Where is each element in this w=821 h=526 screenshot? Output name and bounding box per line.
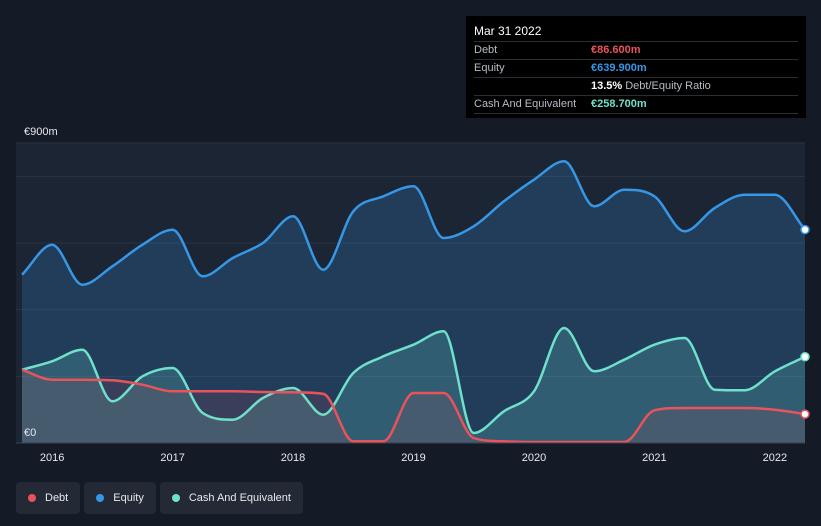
x-tick-label: 2022 <box>763 452 787 464</box>
y-axis-top-label: €900m <box>24 126 58 138</box>
equity-line <box>21 160 806 286</box>
x-tick-label: 2018 <box>281 452 305 464</box>
cash-legend-dot-icon <box>171 494 180 502</box>
equity-area <box>22 161 805 444</box>
series-areas <box>22 161 805 444</box>
tooltip-equity-value: €639.900m <box>591 62 647 74</box>
tooltip-date: Mar 31 2022 <box>474 24 542 38</box>
legend-item-cash[interactable]: Cash And Equivalent <box>159 482 303 514</box>
tooltip-row-equity: Equity €639.900m <box>474 59 798 77</box>
tooltip-debt-value: €86.600m <box>591 44 641 56</box>
tooltip-label <box>474 78 591 95</box>
legend-label: Debt <box>45 492 69 504</box>
tooltip-row-cash: Cash And Equivalent €258.700m <box>474 95 798 114</box>
equity-end-marker[interactable] <box>800 224 810 235</box>
legend-item-debt[interactable]: Debt <box>16 482 81 514</box>
debt-area <box>22 369 805 443</box>
legend-item-equity[interactable]: Equity <box>84 482 156 514</box>
tooltip-row-debt: Debt €86.600m <box>474 41 798 59</box>
debt-end-marker[interactable] <box>800 409 810 419</box>
tooltip-label: Debt <box>474 44 498 56</box>
y-axis-bottom-label: €0 <box>24 427 36 439</box>
end-markers <box>800 224 810 419</box>
debt-legend-dot-icon <box>28 494 36 502</box>
series-lines <box>21 160 806 444</box>
legend-label: Cash And Equivalent <box>188 492 291 504</box>
tooltip: Mar 31 2022 Debt €86.600m Equity €639.90… <box>466 16 806 118</box>
x-axis-ticks: 2016 2017 2018 2019 2020 2021 2022 <box>40 452 787 464</box>
tooltip-label: Cash And Equivalent <box>474 98 577 110</box>
x-tick-label: 2017 <box>160 452 184 464</box>
legend: Debt Equity Cash And Equivalent <box>16 482 303 514</box>
gridlines <box>16 142 805 377</box>
tooltip-ratio-value: 13.5% Debt/Equity Ratio <box>591 78 711 95</box>
x-tick-label: 2020 <box>522 452 546 464</box>
x-tick-label: 2021 <box>642 452 666 464</box>
ratio-label: Debt/Equity Ratio <box>625 80 711 92</box>
tooltip-cash-value: €258.700m <box>591 98 647 110</box>
cash-and-equivalent-end-marker[interactable] <box>800 352 810 362</box>
equity-legend-dot-icon <box>96 494 105 502</box>
cash-and-equivalent-line <box>21 326 806 435</box>
cash-and-equivalent-area <box>22 328 805 443</box>
x-tick-label: 2019 <box>401 452 425 464</box>
legend-label: Equity <box>113 492 144 504</box>
x-tick-label: 2016 <box>40 452 64 464</box>
debt-line <box>21 368 806 444</box>
tooltip-row-ratio: 13.5% Debt/Equity Ratio <box>474 77 798 95</box>
ratio-value: 13.5% <box>591 80 623 92</box>
tooltip-label: Equity <box>474 62 505 74</box>
